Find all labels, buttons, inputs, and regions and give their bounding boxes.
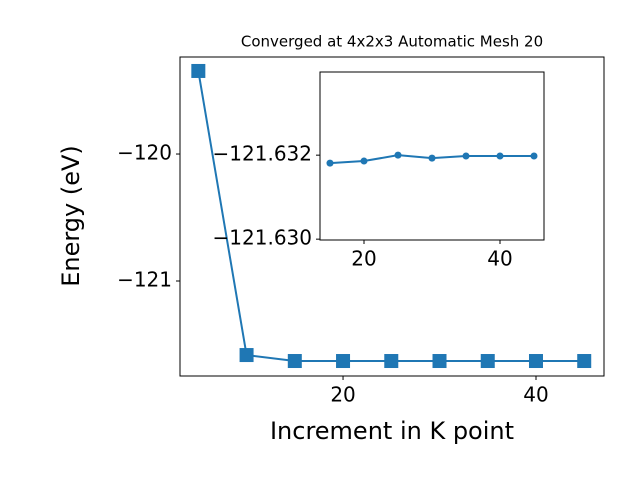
marker xyxy=(336,354,351,369)
marker xyxy=(480,354,495,369)
marker xyxy=(384,354,399,369)
y-axis-label: Energy (eV) xyxy=(57,145,85,287)
marker xyxy=(394,151,402,159)
marker xyxy=(577,354,592,369)
x-tick-label: 20 xyxy=(351,247,376,271)
y-tick-label: −121.630 xyxy=(213,226,312,250)
marker xyxy=(428,154,436,162)
y-tick-label: −120 xyxy=(117,141,172,165)
marker xyxy=(191,63,206,78)
x-tick-label: 40 xyxy=(523,383,548,407)
marker xyxy=(432,354,447,369)
marker xyxy=(496,152,504,160)
x-axis-label: Increment in K point xyxy=(270,417,514,445)
marker xyxy=(239,348,254,363)
marker xyxy=(528,354,543,369)
x-tick-label: 40 xyxy=(487,247,512,271)
chart-title: Converged at 4x2x3 Automatic Mesh 20 xyxy=(241,33,543,51)
marker xyxy=(287,354,302,369)
x-tick-label: 20 xyxy=(330,383,355,407)
marker xyxy=(326,159,334,167)
marker xyxy=(360,157,368,165)
marker xyxy=(462,152,470,160)
y-tick-label: −121.632 xyxy=(213,142,312,166)
y-tick-label: −121 xyxy=(117,268,172,292)
marker xyxy=(530,152,538,160)
